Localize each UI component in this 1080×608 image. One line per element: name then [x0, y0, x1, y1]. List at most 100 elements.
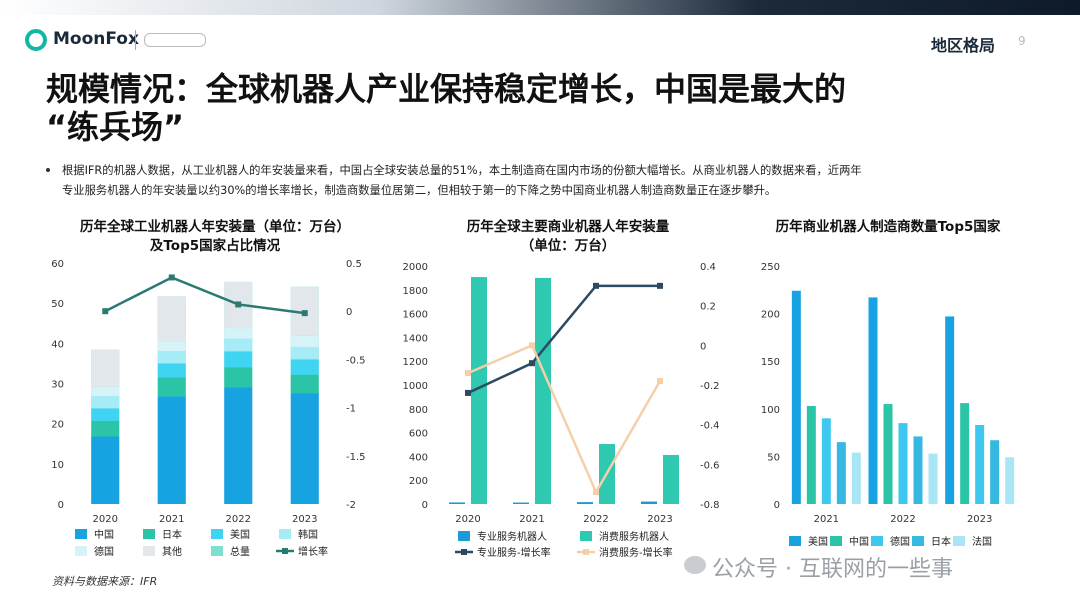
legend-swatch: [143, 546, 155, 556]
bar-segment: [91, 349, 120, 387]
slide-title-line: 规模情况：全球机器人产业保持稳定增长，中国是最大的: [46, 70, 847, 108]
y-tick-label: 100: [761, 405, 780, 416]
chart-title: 及Top5国家占比情况: [150, 237, 281, 254]
legend-label: 消费服务-增长率: [599, 546, 673, 559]
bar: [806, 405, 816, 504]
bar: [883, 404, 893, 504]
bar: [851, 452, 861, 504]
bar-segment: [224, 387, 253, 504]
bar: [791, 290, 801, 504]
bar: [663, 454, 679, 504]
bar-segment: [157, 350, 186, 364]
legend-swatch: [458, 531, 470, 541]
bar-segment: [290, 374, 319, 394]
y2-tick-label: 0: [700, 341, 706, 352]
y-tick-label: 0: [774, 500, 780, 511]
legend-swatch: [211, 546, 223, 556]
y2-tick-label: -0.6: [700, 460, 720, 471]
bar: [898, 423, 908, 504]
x-tick-label: 2023: [967, 514, 992, 525]
legend-label: 德国: [94, 545, 114, 558]
line-marker: [465, 389, 471, 396]
legend-label: 总量: [230, 545, 250, 558]
x-tick-label: 2022: [226, 514, 251, 525]
line-marker: [657, 282, 663, 289]
line-marker: [168, 274, 175, 281]
y-tick-label: 2000: [403, 262, 428, 273]
y2-tick-label: -0.8: [700, 500, 720, 511]
bar-segment: [290, 359, 319, 375]
bar: [868, 297, 878, 504]
y-tick-label: 200: [761, 310, 780, 321]
bar: [990, 440, 1000, 504]
y-tick-label: 1800: [403, 286, 428, 297]
section-label: 地区格局: [931, 36, 996, 55]
brand-tag: [144, 33, 206, 47]
legend-marker: [583, 549, 589, 555]
legend-swatch: [75, 546, 87, 556]
bullet-line: 根据IFR的机器人数据，从工业机器人的年安装量来看，中国占全球安装总量的51%，…: [62, 164, 862, 177]
y-tick-label: 150: [761, 357, 780, 368]
chart-title: （单位：万台）: [521, 237, 616, 254]
logo-icon: [25, 29, 47, 51]
y-tick-label: 1200: [403, 357, 428, 368]
line-marker: [465, 370, 471, 377]
bar-segment: [157, 377, 186, 397]
x-tick-label: 2023: [647, 514, 672, 525]
x-tick-label: 2022: [890, 514, 915, 525]
line-marker: [529, 342, 535, 349]
y-tick-label: 60: [51, 259, 64, 270]
brand: MoonFox: [53, 29, 139, 49]
y2-tick-label: 0.4: [700, 262, 716, 273]
chart-title: 历年全球工业机器人年安装量（单位：万台）: [80, 218, 350, 235]
bar: [960, 403, 970, 504]
legend-swatch: [912, 536, 924, 546]
legend-label: 美国: [230, 528, 250, 541]
bar-segment: [91, 408, 120, 421]
x-tick-label: 2020: [93, 514, 118, 525]
y-tick-label: 40: [51, 339, 64, 350]
source-note: 资料与数据来源：IFR: [52, 575, 158, 588]
legend-swatch: [871, 536, 883, 546]
chart-title: 历年商业机器人制造商数量Top5国家: [776, 218, 1001, 235]
bar-segment: [157, 296, 186, 342]
bar-segment: [224, 328, 253, 339]
y2-tick-label: -0.4: [700, 421, 720, 432]
bar: [945, 316, 955, 504]
line-marker: [235, 301, 242, 308]
x-tick-label: 2021: [519, 514, 544, 525]
bar-segment: [91, 395, 120, 409]
bullet-dot: [46, 168, 50, 172]
legend-swatch: [580, 531, 592, 541]
page-number: 9: [1018, 34, 1026, 48]
line-marker: [102, 308, 109, 315]
x-tick-label: 2020: [455, 514, 480, 525]
bar: [928, 453, 938, 504]
bar-segment: [290, 393, 319, 504]
bar-segment: [91, 420, 120, 437]
bar: [975, 424, 985, 504]
y-tick-label: 0: [58, 500, 64, 511]
line: [467, 284, 660, 395]
bar: [821, 418, 831, 504]
legend-label: 专业服务-增长率: [477, 546, 551, 559]
y-tick-label: 10: [51, 460, 64, 471]
bar: [1005, 457, 1015, 504]
x-tick-label: 2023: [292, 514, 317, 525]
legend-swatch: [75, 529, 87, 539]
legend-label: 日本: [931, 535, 951, 548]
y2-tick-label: 0: [346, 307, 352, 318]
x-tick-label: 2021: [159, 514, 184, 525]
line: [104, 276, 305, 315]
line-marker: [657, 378, 663, 385]
y2-tick-label: 0.2: [700, 302, 716, 313]
y-tick-label: 1400: [403, 333, 428, 344]
legend-label: 韩国: [298, 528, 318, 541]
legend-marker: [282, 548, 288, 554]
brand-divider: [135, 30, 136, 50]
legend-label: 增长率: [298, 545, 328, 558]
legend-label: 消费服务机器人: [599, 530, 669, 543]
bar: [577, 502, 593, 504]
